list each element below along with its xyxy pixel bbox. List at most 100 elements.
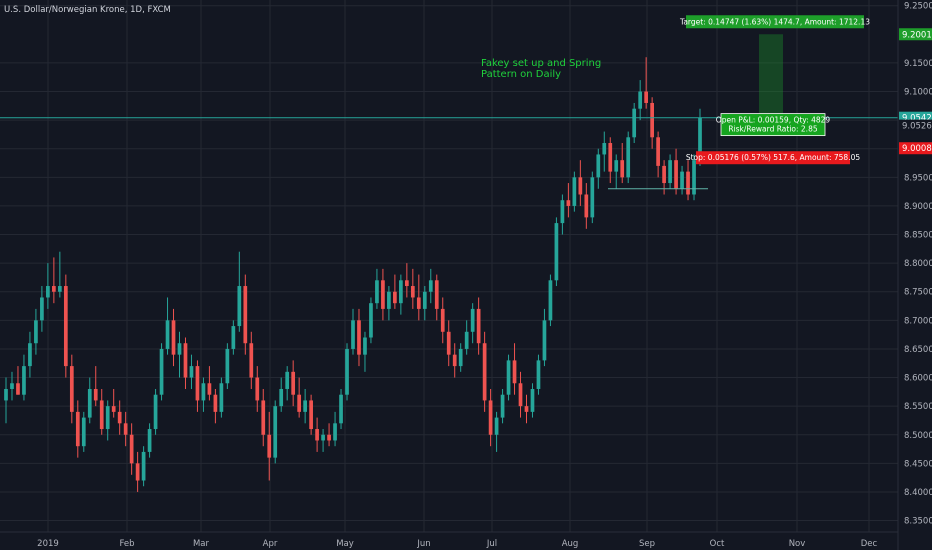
candle-body <box>207 383 212 395</box>
candle-body <box>434 280 439 309</box>
y-tick-label: 8.35000 <box>904 517 932 527</box>
candle-body <box>506 360 511 395</box>
y-tick-label: 8.70000 <box>904 316 932 326</box>
candle-body <box>339 394 343 424</box>
x-tick-label: Mar <box>193 539 210 549</box>
candle-body <box>458 348 463 367</box>
candle-body <box>656 137 660 166</box>
candle-body <box>243 286 248 344</box>
y-tick-label: 8.90000 <box>904 202 932 212</box>
candle-body <box>201 383 206 401</box>
candle-body <box>530 388 535 412</box>
candle-body <box>446 331 451 355</box>
candle-body <box>440 308 445 332</box>
stop-price-tag-bg <box>899 142 932 155</box>
candle-body <box>4 388 8 401</box>
candle-body <box>572 177 577 206</box>
candle-body <box>225 348 230 384</box>
x-tick-label: Oct <box>710 539 725 549</box>
candle-body <box>668 160 672 184</box>
candle-body <box>123 423 128 435</box>
candle-body <box>99 400 104 430</box>
y-tick-label: 8.75000 <box>904 288 932 298</box>
candle-body <box>117 411 122 424</box>
candle-body <box>69 366 74 412</box>
candle-body <box>638 91 643 109</box>
annotation-line1: Fakey set up and Spring <box>481 58 601 69</box>
candle-body <box>686 171 690 195</box>
candle-body <box>46 286 50 298</box>
candle-body <box>177 343 182 355</box>
y-tick-label: 8.45000 <box>904 459 932 469</box>
candle-body <box>285 371 290 389</box>
candle-body <box>255 377 260 401</box>
target-zone <box>759 34 783 119</box>
candle-body <box>111 406 116 412</box>
candle-body <box>237 286 242 327</box>
candle-body <box>10 383 14 389</box>
candle-body <box>273 406 278 458</box>
x-tick-label: Apr <box>263 539 278 549</box>
candle-body <box>650 102 654 138</box>
candle-body <box>410 286 415 298</box>
candle-body <box>674 160 678 189</box>
candle-body <box>249 343 254 378</box>
candle-body <box>22 366 26 395</box>
candle-body <box>393 291 397 304</box>
candle-body <box>345 348 349 395</box>
candle-body <box>52 286 56 292</box>
candle-body <box>16 383 20 395</box>
candle-body <box>542 320 547 361</box>
x-tick-label: Sep <box>639 539 655 549</box>
candle-body <box>464 331 469 349</box>
candle-body <box>195 366 200 401</box>
candle-body <box>351 320 355 349</box>
candle-body <box>416 297 421 309</box>
candle-body <box>500 394 505 418</box>
target-price-tag-bg <box>899 28 932 41</box>
chart-title: U.S. Dollar/Norwegian Krone, 1D, FXCM <box>4 5 171 15</box>
candle-body <box>602 143 607 155</box>
candle-body <box>381 280 385 309</box>
candle-body <box>692 160 696 195</box>
entry-price-tag-bg <box>899 119 932 131</box>
candle-body <box>40 297 44 321</box>
candle-body <box>93 388 98 401</box>
candle-body <box>662 165 666 184</box>
candle-body <box>584 194 589 218</box>
x-tick-label: May <box>336 539 354 549</box>
candle-body <box>548 280 553 321</box>
candle-body <box>422 291 427 309</box>
candle-body <box>261 400 266 435</box>
candle-body <box>309 400 313 430</box>
entry-price-tag: 9.05265 <box>902 122 932 132</box>
pnl-line1: Open P&L: 0.00159, Qty: 4829 <box>716 116 831 125</box>
candle-body <box>632 108 637 138</box>
y-tick-label: 9.10000 <box>904 88 932 98</box>
candle-body <box>596 154 601 178</box>
candle-body <box>129 434 134 464</box>
candle-body <box>183 343 188 378</box>
candle-body <box>494 417 499 435</box>
candle-body <box>644 91 649 103</box>
pnl-label-bg <box>720 113 826 137</box>
candle-body <box>387 291 391 309</box>
pnl-line2: Risk/Reward Ratio: 2.85 <box>728 125 817 134</box>
x-tick-label: Dec <box>861 539 878 549</box>
y-tick-label: 8.80000 <box>904 259 932 269</box>
candle-body <box>554 223 559 281</box>
candle-body <box>171 320 176 355</box>
candle-body <box>321 434 325 441</box>
candle-body <box>578 177 583 195</box>
candle-body <box>524 406 529 412</box>
candle-body <box>333 423 337 441</box>
candle-body <box>363 337 367 355</box>
x-tick-label: Feb <box>119 539 134 549</box>
candle-body <box>375 280 379 304</box>
candle-body <box>34 320 38 344</box>
current-price-tag: 9.05424 <box>902 114 932 124</box>
x-tick-label: Aug <box>562 539 579 549</box>
candle-body <box>518 383 523 407</box>
